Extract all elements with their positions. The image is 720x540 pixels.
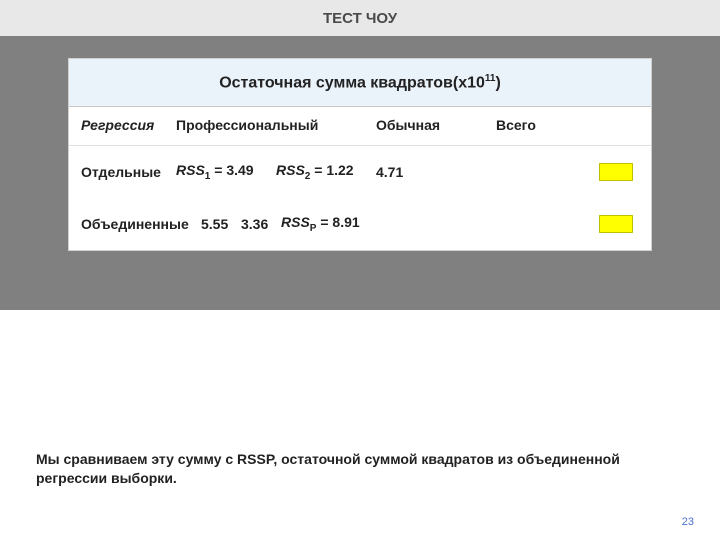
highlight-marker [599, 163, 633, 181]
header-bar: ТЕСТ ЧОУ [0, 0, 720, 36]
table-title-prefix: Остаточная сумма квадратов(x10 [219, 74, 485, 91]
page-number: 23 [682, 516, 694, 528]
col-header-total: Всего [496, 117, 576, 133]
table-title-suffix: ) [495, 74, 500, 91]
table-row: Объединенные 5.55 3.36 RSSP = 8.91 [69, 198, 651, 250]
table-title: Остаточная сумма квадратов(x1011) [69, 59, 651, 107]
row1-cell2: 3.36 [241, 216, 281, 232]
row-label-separate: Отдельные [81, 164, 176, 180]
header-title: ТЕСТ ЧОУ [323, 10, 397, 27]
rss-table: Остаточная сумма квадратов(x1011) Регрес… [68, 58, 652, 251]
col-header-professional: Профессиональный [176, 117, 376, 133]
row0-cell1: RSS1 = 3.49 [176, 162, 276, 182]
row0-cell2: RSS2 = 1.22 [276, 162, 376, 182]
table-title-exponent: 11 [485, 73, 496, 84]
table-row: Отдельные RSS1 = 3.49 RSS2 = 1.22 4.71 [69, 146, 651, 198]
highlight-marker [599, 215, 633, 233]
row0-cell3: 4.71 [376, 164, 436, 180]
row-label-combined: Объединенные [81, 216, 201, 232]
row1-cell3: RSSP = 8.91 [281, 214, 401, 234]
row1-cell1: 5.55 [201, 216, 241, 232]
col-header-regression: Регрессия [81, 117, 176, 133]
col-header-ordinary: Обычная [376, 117, 496, 133]
slide-caption: Мы сравниваем эту сумму с RSSP, остаточн… [36, 450, 676, 488]
table-column-headers: Регрессия Профессиональный Обычная Всего [69, 107, 651, 146]
